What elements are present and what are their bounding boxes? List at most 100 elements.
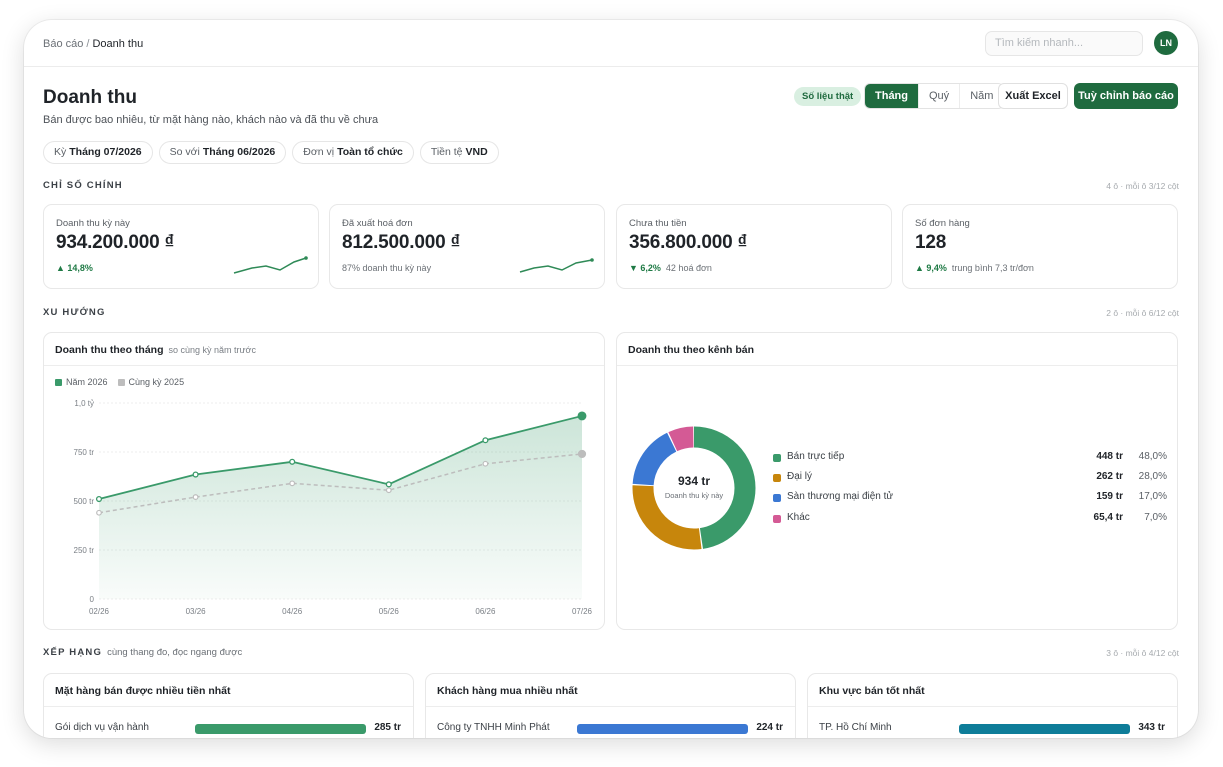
filter-period[interactable]: Kỳ Tháng 07/2026 — [43, 141, 153, 164]
data-point-2026 — [577, 411, 587, 421]
channel-revenue-card: Doanh thu theo kênh bán 934 tr Doanh thu… — [616, 332, 1178, 630]
filter-unit[interactable]: Đơn vị Toàn tổ chức — [292, 141, 414, 164]
kpi-card-orders[interactable]: Số đơn hàng 128 ▲ 9,4% trung bình 7,3 tr/… — [902, 204, 1178, 289]
kpi-delta: ▲ 14,8% — [56, 263, 93, 273]
channel-name: Sàn thương mại điện tử — [787, 491, 894, 502]
kpi-value: 128 — [915, 232, 947, 253]
channel-amount: 65,4 tr — [1093, 512, 1123, 523]
data-point-2025 — [482, 460, 489, 467]
search-input[interactable]: Tìm kiếm nhanh... — [985, 31, 1143, 56]
page-title: Doanh thu — [43, 87, 137, 108]
filter-value: VND — [465, 146, 488, 158]
card-title: Mặt hàng bán được nhiều tiền nhất — [55, 685, 231, 697]
legend-label: Cùng kỳ 2025 — [128, 377, 185, 387]
x-tick-label: 05/26 — [379, 607, 400, 616]
section-meta-kpi: 4 ô · mỗi ô 3/12 cột — [1106, 181, 1179, 191]
channel-row-direct[interactable]: Bán trực tiếp 448 tr 48,0% — [773, 451, 1167, 465]
export-excel-button[interactable]: Xuất Excel — [998, 83, 1068, 109]
ranking-item-value: 285 tr — [374, 722, 401, 733]
channel-row-other[interactable]: Khác 65,4 tr 7,0% — [773, 512, 1167, 526]
channel-amount: 159 tr — [1096, 491, 1123, 502]
ranking-row[interactable]: TP. Hồ Chí Minh 343 tr — [819, 722, 1165, 736]
period-option-month[interactable]: Tháng — [865, 84, 918, 108]
kpi-note: trung bình 7,3 tr/đơn — [951, 263, 1034, 273]
y-tick-label: 500 tr — [74, 497, 95, 506]
legend-swatch — [55, 378, 62, 386]
legend-swatch — [117, 378, 125, 386]
breadcrumb-separator: / — [86, 38, 90, 50]
period-option-quarter[interactable]: Quý — [918, 84, 960, 108]
legend-label: Năm 2026 — [66, 377, 108, 387]
channel-name: Bán trực tiếp — [787, 451, 845, 462]
channel-percent: 48,0% — [1138, 451, 1167, 462]
filter-value: Tháng 06/2026 — [202, 146, 276, 158]
section-title-text: XẾP HẠNG — [43, 647, 103, 658]
channel-swatch — [773, 474, 781, 482]
breadcrumb-parent-link[interactable]: Báo cáo — [43, 38, 84, 50]
card-title: Khách hàng mua nhiều nhất — [437, 685, 578, 697]
kpi-card-revenue[interactable]: Doanh thu kỳ này 934.200.000 ₫ ▲ 14,8% — [43, 204, 319, 289]
card-title: Khu vực bán tốt nhất — [819, 685, 925, 697]
kpi-note: 42 hoá đơn — [665, 263, 712, 273]
channel-swatch — [773, 494, 781, 502]
filter-bar: Kỳ Tháng 07/2026 So với Tháng 06/2026 Đơn … — [43, 141, 499, 164]
card-note: so cùng kỳ năm trước — [168, 345, 256, 355]
ranking-row[interactable]: Gói dịch vụ vận hành 285 tr — [55, 722, 401, 736]
sparkline-chart — [233, 256, 308, 274]
ranking-item-name: Công ty TNHH Minh Phát — [437, 722, 550, 733]
legend-item-2026[interactable]: Năm 2026 — [55, 377, 108, 387]
legend-item-2025[interactable]: Cùng kỳ 2025 — [117, 377, 185, 387]
x-tick-label: 06/26 — [475, 607, 496, 616]
data-point-2026 — [192, 471, 199, 478]
breadcrumb: Báo cáo / Doanh thu — [43, 38, 143, 50]
filter-label: So với — [169, 146, 200, 158]
ranking-item-value: 224 tr — [756, 722, 783, 733]
data-point-2025 — [192, 494, 199, 500]
ranking-item-name: Gói dịch vụ vận hành — [55, 722, 149, 733]
filter-value: Tháng 07/2026 — [69, 146, 142, 158]
filter-compare[interactable]: So với Tháng 06/2026 — [158, 141, 287, 164]
x-tick-label: 02/26 — [89, 607, 110, 616]
channel-percent: 28,0% — [1138, 471, 1167, 482]
donut-slice-direct[interactable] — [632, 426, 756, 550]
ranking-card-products: Mặt hàng bán được nhiều tiền nhất Gói dị… — [43, 673, 414, 738]
filter-label: Tiền tệ — [430, 146, 463, 158]
x-tick-label: 04/26 — [282, 607, 303, 616]
filter-currency[interactable]: Tiền tệ VND — [419, 141, 499, 164]
data-point-2026 — [289, 458, 296, 465]
donut-center-label: Doanh thu kỳ này — [664, 491, 724, 500]
kpi-value: 356.800.000 ₫ — [629, 232, 748, 253]
y-tick-label: 250 tr — [74, 546, 95, 555]
card-header: Doanh thu theo kênh bán — [617, 333, 1177, 366]
period-switcher: Tháng Quý Năm — [864, 83, 1005, 109]
period-option-year[interactable]: Năm — [959, 84, 1004, 108]
donut-center-value: 934 tr — [677, 474, 711, 488]
app-window: Báo cáo / Doanh thu Tìm kiếm nhanh... LN D… — [24, 20, 1198, 738]
ranking-row[interactable]: Công ty TNHH Minh Phát 224 tr — [437, 722, 783, 736]
filter-value: Toàn tổ chức — [337, 146, 403, 158]
ranking-card-regions: Khu vực bán tốt nhất TP. Hồ Chí Minh 343… — [807, 673, 1178, 738]
avatar[interactable]: LN — [1154, 31, 1178, 55]
channel-percent: 7,0% — [1144, 512, 1167, 523]
donut-slice-agency[interactable] — [632, 426, 756, 550]
channel-amount: 448 tr — [1096, 451, 1123, 462]
card-header: Doanh thu theo tháng so cùng kỳ năm trước — [44, 333, 604, 366]
channel-row-agency[interactable]: Đại lý 262 tr 28,0% — [773, 471, 1167, 485]
kpi-card-invoiced[interactable]: Đã xuất hoá đơn 812.500.000 ₫ 87% doanh … — [329, 204, 605, 289]
data-point-2025 — [385, 487, 392, 494]
sparkline-chart — [519, 258, 594, 273]
section-title-ranking: XẾP HẠNG cùng thang đo, đọc ngang được — [43, 647, 242, 658]
data-point-2025 — [96, 509, 102, 516]
kpi-card-unpaid[interactable]: Chưa thu tiền 356.800.000 ₫ ▼ 6,2% 42 hoá… — [616, 204, 892, 289]
channel-name: Khác — [787, 512, 810, 523]
channel-amount: 262 tr — [1096, 471, 1123, 482]
channel-row-marketplace[interactable]: Sàn thương mại điện tử 159 tr 17,0% — [773, 491, 1167, 505]
card-header: Khách hàng mua nhiều nhất — [426, 674, 795, 707]
section-meta-ranking: 3 ô · mỗi ô 4/12 cột — [1106, 648, 1179, 658]
kpi-delta: ▲ 9,4% — [915, 263, 947, 273]
ranking-card-customers: Khách hàng mua nhiều nhất Công ty TNHH M… — [425, 673, 796, 738]
customize-report-button[interactable]: Tuỳ chỉnh báo cáo — [1074, 83, 1178, 109]
y-tick-label: 1,0 tỷ — [74, 399, 94, 408]
section-note: cùng thang đo, đọc ngang được — [107, 647, 243, 658]
kpi-label: Doanh thu kỳ này — [56, 218, 130, 229]
